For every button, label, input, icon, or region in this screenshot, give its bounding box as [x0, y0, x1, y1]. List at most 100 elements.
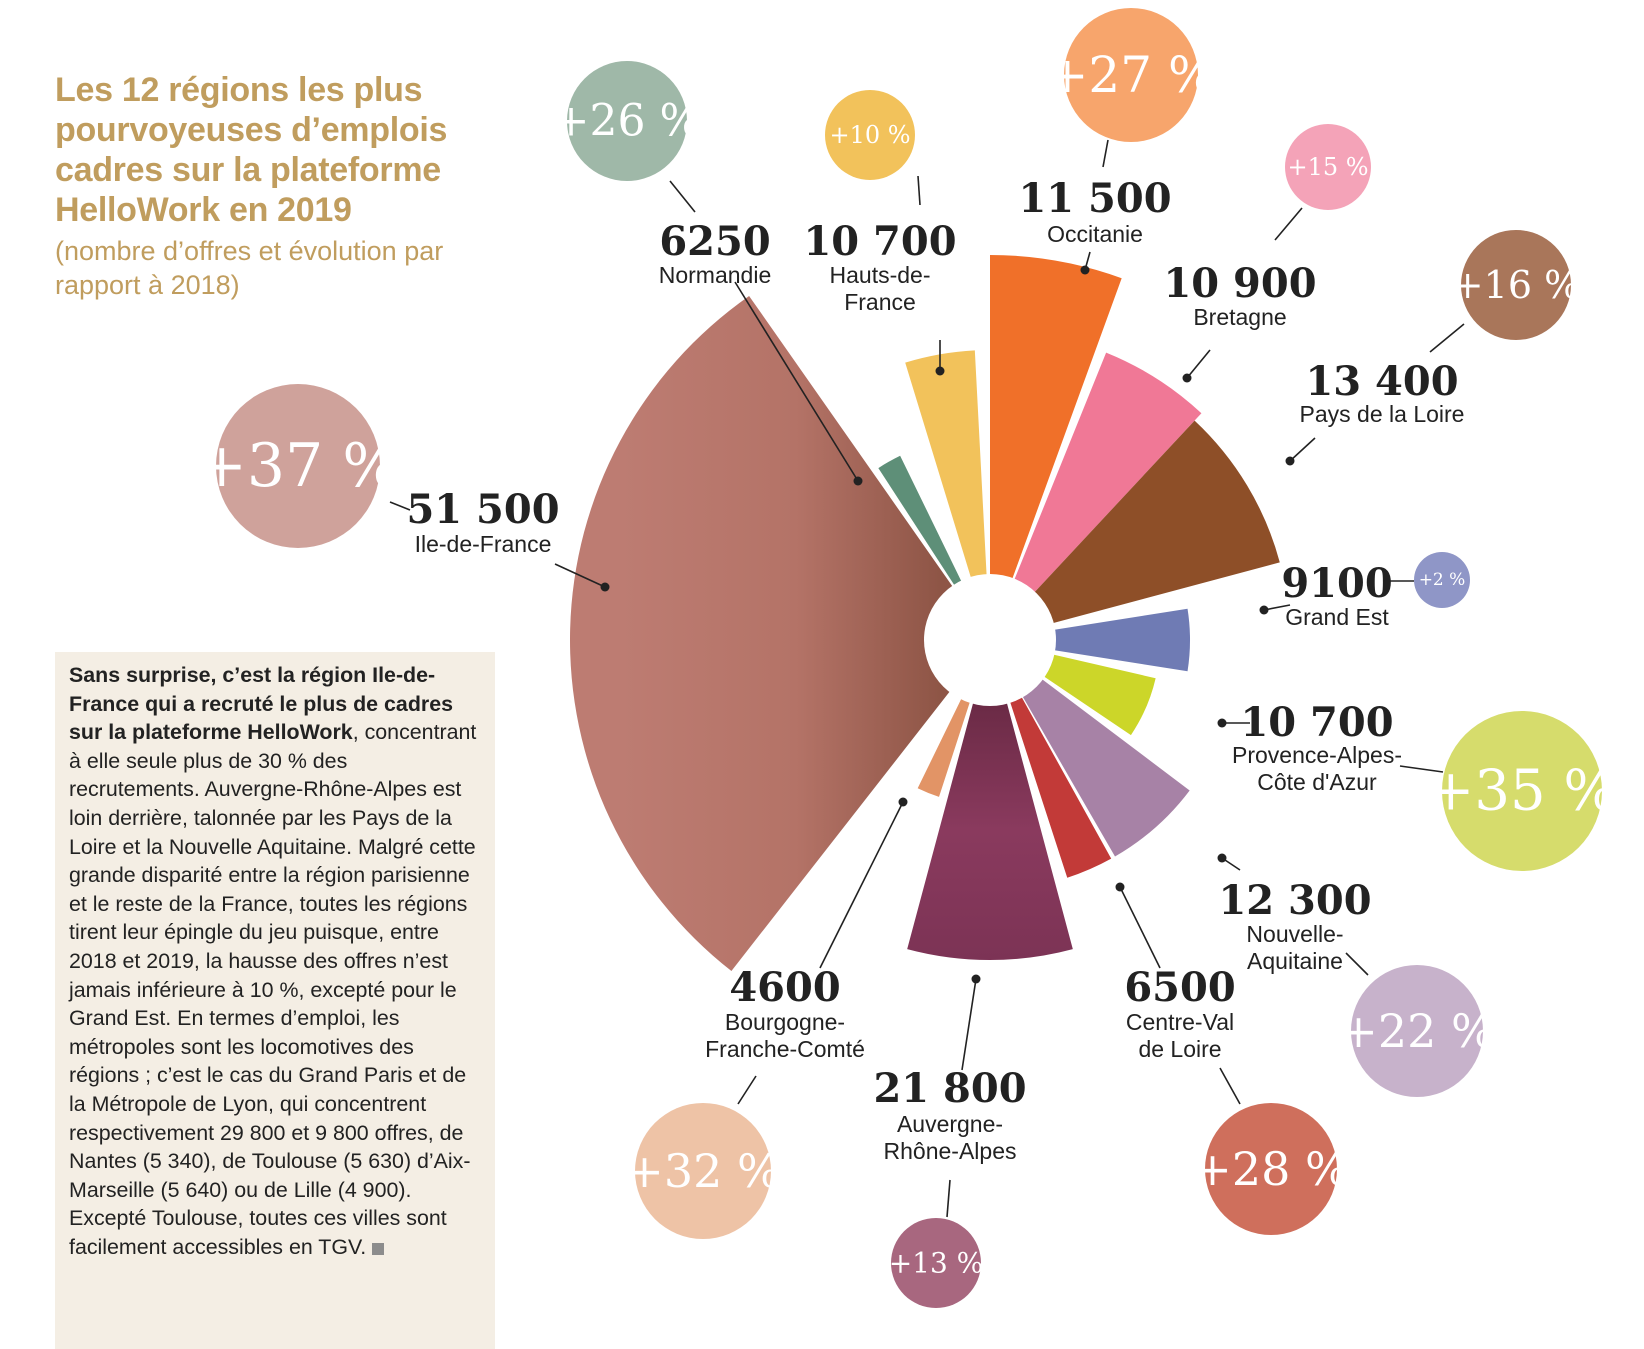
growth-label: +16 %	[1452, 263, 1580, 307]
region-name: Auvergne-	[897, 1111, 1003, 1137]
leader-line	[1119, 886, 1161, 969]
offer-value: 11 500	[1018, 175, 1171, 222]
region-name: Franche-Comté	[705, 1036, 865, 1062]
leader-dot	[1080, 265, 1090, 275]
growth-label: +28 %	[1193, 1142, 1348, 1196]
bubble-connector	[1219, 1067, 1241, 1105]
center-hole	[924, 574, 1056, 706]
commentary-box: Sans surprise, c’est la région Ile-de-Fr…	[55, 652, 495, 1349]
growth-bubble	[1205, 1103, 1337, 1235]
leader-dot	[935, 366, 945, 376]
commentary-body: , concentrant à elle seule plus de 30 % …	[69, 720, 477, 1259]
leader-dot	[1285, 456, 1295, 466]
chart-title: Les 12 régions les plus pourvoyeuses d’e…	[55, 71, 448, 229]
leader-line	[1186, 349, 1211, 379]
chart-subtitle: (nombre d’offres et évolution par rappor…	[55, 236, 444, 300]
growth-bubble	[635, 1103, 771, 1239]
region-name: Bourgogne-	[725, 1009, 845, 1035]
growth-label: +15 %	[1287, 153, 1368, 181]
growth-bubble	[825, 90, 915, 180]
region-name: Bretagne	[1193, 304, 1286, 330]
bubble-connector	[1102, 139, 1109, 168]
leader-dot	[1217, 853, 1227, 863]
offer-value: 13 400	[1305, 358, 1458, 405]
bubble-connector	[669, 180, 696, 213]
wedge-centre-val-de-loire	[1006, 687, 1112, 878]
growth-label: +2 %	[1419, 570, 1466, 590]
region-name: Normandie	[659, 262, 772, 288]
wedge-nouvelle-aquitaine	[1017, 672, 1190, 857]
offer-value: 6250	[659, 218, 770, 265]
growth-label: +10 %	[829, 121, 910, 149]
bubble-connector	[1399, 765, 1444, 773]
region-name: Grand Est	[1285, 604, 1389, 630]
wedge-bourgogne-franche-comte	[917, 688, 974, 797]
offer-value: 4600	[729, 964, 840, 1011]
leader-line	[554, 563, 606, 588]
region-name: Ile-de-France	[415, 531, 552, 557]
leader-line	[1289, 437, 1316, 462]
growth-bubble	[891, 1218, 981, 1308]
wedges-group	[569, 255, 1280, 971]
growth-label: +27 %	[1047, 46, 1216, 104]
wedge-normandie	[878, 455, 967, 595]
leader-dot	[971, 974, 981, 984]
bubble-connector	[917, 175, 921, 206]
region-name: de Loire	[1138, 1036, 1221, 1062]
title-block: Les 12 régions les plus pourvoyeuses d’e…	[55, 70, 525, 302]
end-mark-icon	[372, 1242, 385, 1255]
region-name: Pays de la Loire	[1300, 401, 1465, 427]
commentary-lead: Sans surprise, c’est la région Ile-de-Fr…	[69, 663, 453, 745]
offer-value: 6500	[1124, 964, 1235, 1011]
growth-bubble	[567, 61, 687, 181]
wedge-grand-est	[1043, 608, 1190, 672]
growth-label: +37 %	[197, 431, 400, 501]
offer-value: 10 700	[1240, 699, 1393, 746]
offer-value: 10 900	[1163, 260, 1316, 307]
bubble-connector	[1345, 952, 1369, 976]
wedge-provence-alpes-cote-d-azur	[1034, 652, 1156, 736]
growth-bubble	[1414, 552, 1470, 608]
wedge-hauts-de-france	[905, 350, 988, 589]
growth-label: +32 %	[625, 1144, 780, 1198]
offer-value: 21 800	[873, 1065, 1026, 1112]
leader-dot	[853, 476, 863, 486]
region-name: Aquitaine	[1247, 948, 1343, 974]
offer-value: 10 700	[803, 218, 956, 265]
region-name: France	[844, 289, 916, 315]
offer-value: 9100	[1281, 560, 1392, 607]
growth-bubble	[1461, 230, 1571, 340]
bubble-connector	[1274, 207, 1303, 241]
growth-label: +22 %	[1339, 1004, 1494, 1058]
wedge-pays-de-la-loire	[1026, 420, 1280, 627]
bubble-connector	[737, 1075, 757, 1105]
region-name: Nouvelle-	[1246, 921, 1343, 947]
growth-bubble	[1442, 711, 1602, 871]
leader-dot	[898, 797, 908, 807]
leader-dot	[1182, 373, 1192, 383]
growth-bubble	[1064, 8, 1198, 142]
bubble-connector	[389, 501, 411, 511]
leader-line	[961, 978, 977, 1071]
region-name: Centre-Val	[1126, 1009, 1234, 1035]
wedge-ile-de-france	[569, 295, 960, 971]
region-name: Occitanie	[1047, 221, 1143, 247]
growth-label: +26 %	[553, 96, 702, 147]
leader-line	[819, 801, 904, 969]
growth-bubble	[216, 384, 380, 548]
leader-dot	[1217, 718, 1227, 728]
bubble-connector	[1429, 323, 1465, 353]
offer-value: 51 500	[406, 486, 559, 533]
region-name: Provence-Alpes-	[1232, 742, 1402, 768]
leader-line	[734, 281, 859, 482]
